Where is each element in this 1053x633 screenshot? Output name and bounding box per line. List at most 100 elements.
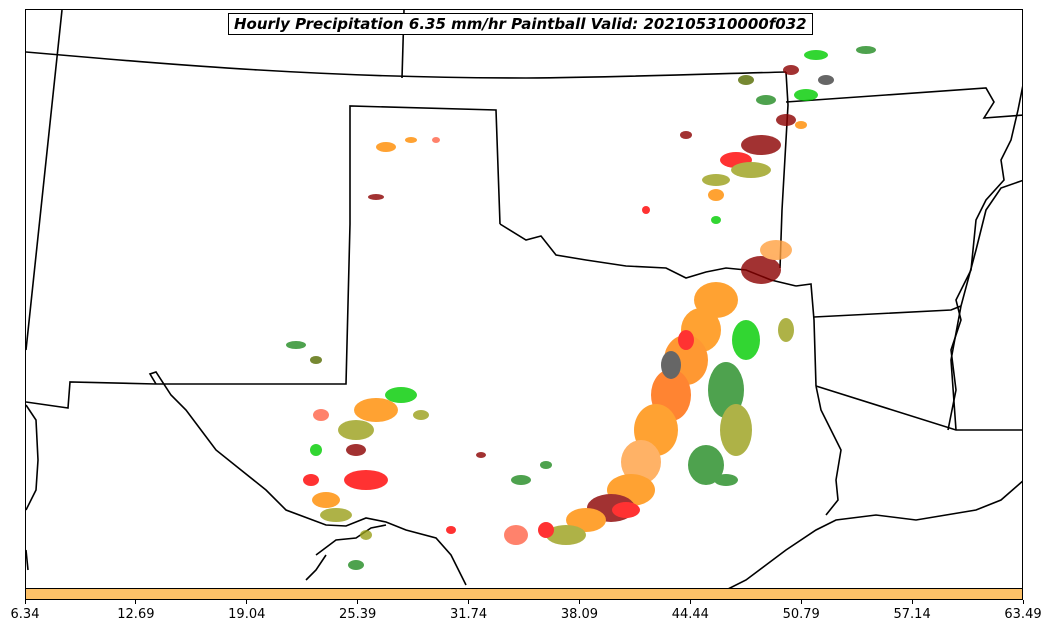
blob bbox=[711, 216, 721, 224]
colorado-cluster bbox=[368, 137, 440, 200]
blob bbox=[714, 474, 738, 486]
blob bbox=[405, 137, 417, 143]
blob bbox=[795, 121, 807, 129]
blob bbox=[741, 256, 781, 284]
blob bbox=[320, 508, 352, 522]
colorbar-tick-label: 31.74 bbox=[449, 607, 488, 622]
blob bbox=[413, 410, 429, 420]
blob bbox=[312, 492, 340, 508]
rio-grande-south bbox=[305, 554, 327, 581]
colorbar-tick bbox=[1022, 600, 1024, 604]
blob bbox=[346, 444, 366, 456]
new-mexico-north bbox=[26, 223, 351, 409]
blob bbox=[286, 341, 306, 349]
gulf-coast bbox=[728, 480, 1022, 588]
blob bbox=[566, 508, 606, 532]
blob bbox=[338, 420, 374, 440]
nebraska-line bbox=[785, 87, 1022, 119]
blob bbox=[818, 75, 834, 85]
blob bbox=[313, 409, 329, 421]
far-left-line bbox=[26, 549, 29, 571]
state-boundaries bbox=[26, 10, 1022, 588]
precipitation-map bbox=[26, 10, 1022, 588]
blob bbox=[731, 162, 771, 178]
colorbar-tick-label: 19.04 bbox=[228, 607, 266, 622]
blob bbox=[621, 440, 661, 484]
blob bbox=[708, 362, 744, 418]
nm-ok-line bbox=[349, 105, 501, 225]
colorbar-tick bbox=[689, 600, 691, 604]
texas-louisiana-border bbox=[815, 385, 842, 516]
blob bbox=[360, 530, 372, 540]
utah-colorado-line bbox=[26, 10, 63, 351]
blob bbox=[708, 189, 724, 201]
missouri-south bbox=[813, 305, 962, 318]
blob bbox=[794, 89, 818, 101]
colorbar-tick bbox=[578, 600, 580, 604]
colorbar-tick-label: 38.09 bbox=[560, 607, 599, 622]
colorbar-tick bbox=[246, 600, 248, 604]
colorbar-tick-label: 12.69 bbox=[117, 607, 155, 622]
colorbar-tick-label: 50.79 bbox=[782, 607, 820, 622]
blob bbox=[546, 525, 586, 545]
blob bbox=[720, 404, 752, 456]
blob bbox=[385, 387, 417, 403]
texas-panhandle bbox=[148, 371, 467, 586]
colorbar-tick-label: 44.44 bbox=[671, 607, 709, 622]
colorbar-tick bbox=[468, 600, 470, 604]
louisiana-north bbox=[815, 385, 1022, 431]
northeast-cluster bbox=[642, 46, 876, 224]
colorbar-tick-label: 57.14 bbox=[893, 607, 931, 622]
colorbar bbox=[25, 588, 1023, 600]
blob bbox=[778, 318, 794, 342]
blob bbox=[776, 114, 796, 126]
blob bbox=[376, 142, 396, 152]
colorbar-tick-label: 6.34 bbox=[10, 607, 40, 622]
arkansas-west bbox=[795, 283, 817, 387]
blob bbox=[540, 461, 552, 469]
blob bbox=[738, 75, 754, 85]
blob bbox=[804, 50, 828, 60]
blob bbox=[348, 560, 364, 570]
west-texas-cluster bbox=[286, 341, 552, 570]
kansas-east-line bbox=[779, 71, 789, 269]
blob bbox=[344, 470, 388, 490]
blob bbox=[432, 137, 440, 143]
blob bbox=[688, 445, 724, 485]
blob bbox=[504, 525, 528, 545]
blob bbox=[642, 206, 650, 214]
map-title: Hourly Precipitation 6.35 mm/hr Paintbal… bbox=[228, 13, 813, 35]
mexico-border-west bbox=[26, 404, 39, 511]
blob bbox=[368, 194, 384, 200]
blob bbox=[310, 356, 322, 364]
colorbar-tick bbox=[800, 600, 802, 604]
blob bbox=[783, 65, 799, 75]
blob bbox=[702, 174, 730, 186]
map-panel bbox=[25, 9, 1023, 589]
colorbar-tick-label: 25.39 bbox=[339, 607, 377, 622]
blob bbox=[732, 320, 760, 360]
blob bbox=[612, 502, 640, 518]
blob bbox=[538, 522, 554, 538]
mississippi-river bbox=[947, 85, 1022, 431]
colorbar-tick-label: 63.49 bbox=[1004, 607, 1042, 622]
blob bbox=[446, 526, 456, 534]
blob bbox=[680, 131, 692, 139]
blob bbox=[511, 475, 531, 485]
blob bbox=[303, 474, 319, 486]
colorbar-tick bbox=[357, 600, 359, 604]
precipitation-blobs bbox=[286, 46, 876, 570]
blob bbox=[760, 240, 792, 260]
blob bbox=[476, 452, 486, 458]
blob bbox=[310, 444, 322, 456]
blob bbox=[756, 95, 776, 105]
blob bbox=[354, 398, 398, 422]
blob bbox=[856, 46, 876, 54]
colorbar-tick bbox=[135, 600, 137, 604]
colorado-kansas-line bbox=[26, 51, 787, 79]
colorbar-tick bbox=[24, 600, 26, 604]
arkansas-east bbox=[950, 179, 1022, 431]
squall-line-cluster bbox=[538, 240, 794, 545]
blob bbox=[661, 351, 681, 379]
colorbar-tick bbox=[911, 600, 913, 604]
